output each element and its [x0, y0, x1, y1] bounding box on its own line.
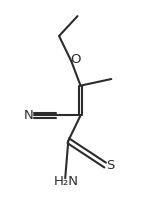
Text: N: N — [24, 109, 34, 122]
Text: H₂N: H₂N — [53, 175, 78, 188]
Text: O: O — [70, 53, 80, 66]
Text: S: S — [106, 159, 114, 172]
